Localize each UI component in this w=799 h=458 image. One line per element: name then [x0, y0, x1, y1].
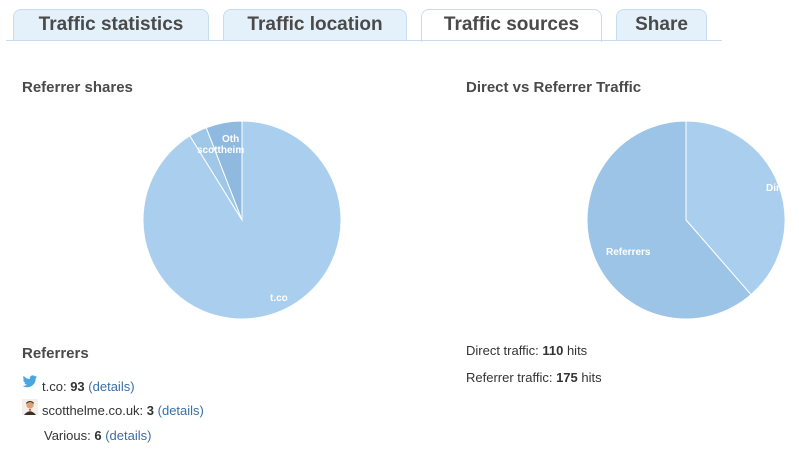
hits-unit: hits — [581, 370, 602, 385]
details-link-tco[interactable]: (details) — [88, 379, 135, 394]
direct-traffic-value: 110 — [542, 343, 564, 358]
direct-vs-referrer-pie: Dir Referrers — [586, 120, 786, 320]
pie-label-others: Oth — [222, 134, 239, 145]
referrer-shares-title: Referrer shares — [22, 79, 133, 96]
referrer-shares-pie: t.co scottheim Oth — [142, 120, 342, 320]
referrers-title: Referrers — [22, 345, 89, 362]
referrer-count: 6 — [94, 428, 102, 443]
tab-traffic-statistics[interactable]: Traffic statistics — [13, 9, 209, 40]
referrer-count: 3 — [146, 403, 155, 418]
pie-label-direct: Dir — [766, 183, 780, 194]
tab-traffic-location[interactable]: Traffic location — [223, 9, 407, 40]
tab-bar: Traffic statistics Traffic location Traf… — [0, 0, 799, 42]
pie-slice-direct[interactable] — [685, 120, 786, 296]
referrer-traffic-line: Referrer traffic: 175 hits — [466, 370, 602, 385]
pie-label-scotthelme: scottheim — [197, 145, 244, 156]
referrer-row-tco: t.co: 93 (details) — [42, 379, 135, 394]
tab-share[interactable]: Share — [616, 9, 707, 40]
referrer-traffic-value: 175 — [556, 370, 578, 385]
pie-slice-referrers[interactable] — [586, 120, 752, 320]
direct-vs-referrer-title: Direct vs Referrer Traffic — [466, 79, 642, 96]
referrer-row-scotthelme: scotthelme.co.uk: 3 (details) — [42, 403, 204, 418]
referrer-traffic-label: Referrer traffic: — [466, 370, 553, 385]
referrer-name: t.co: — [42, 379, 67, 394]
avatar-icon — [22, 399, 38, 415]
twitter-bird-icon — [22, 375, 38, 388]
details-link-scotthelme[interactable]: (details) — [157, 403, 204, 418]
direct-traffic-line: Direct traffic: 110 hits — [466, 343, 587, 358]
pie-slice-others[interactable] — [205, 120, 243, 221]
referrer-name: scotthelme.co.uk: — [42, 403, 144, 418]
tab-divider — [6, 40, 722, 41]
details-link-various[interactable]: (details) — [105, 428, 152, 443]
referrer-name: Various: — [44, 428, 91, 443]
pie-label-referrers: Referrers — [606, 247, 651, 258]
hits-unit: hits — [566, 343, 588, 358]
pie-label-tco: t.co — [270, 293, 288, 304]
direct-traffic-label: Direct traffic: — [466, 343, 539, 358]
tab-traffic-sources[interactable]: Traffic sources — [421, 9, 602, 42]
referrer-count: 93 — [70, 379, 85, 394]
referrer-row-various: Various: 6 (details) — [44, 428, 151, 443]
